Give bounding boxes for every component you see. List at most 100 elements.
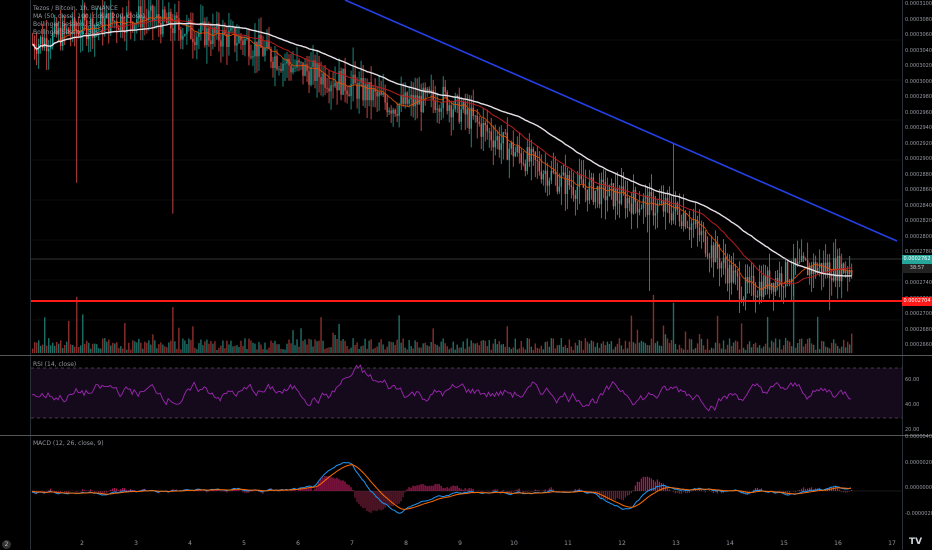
volume-bar: [100, 348, 102, 353]
candle-body: [472, 107, 474, 117]
candle-body: [86, 20, 88, 40]
macd-hist-bar: [680, 491, 682, 494]
volume-bar: [484, 340, 486, 353]
candle-body: [64, 23, 66, 31]
volume-bar: [776, 347, 779, 353]
volume-bar: [610, 340, 613, 353]
candle-body: [388, 110, 390, 113]
candle-body: [828, 262, 831, 279]
volume-bar: [344, 340, 346, 353]
macd-hist-bar: [132, 489, 134, 491]
price-axis-label: 0.0003000: [905, 78, 932, 85]
candle-body: [60, 27, 62, 46]
macd-hist-bar: [216, 490, 218, 491]
date-tick: 17: [888, 540, 896, 547]
resistance-trendline: [344, 0, 898, 242]
volume-bar: [88, 342, 90, 353]
candle-body: [100, 12, 102, 25]
candle-body: [310, 66, 312, 85]
volume-bar: [692, 349, 695, 353]
volume-bar: [654, 343, 657, 353]
volume-bar: [364, 338, 366, 353]
candle-body: [264, 48, 266, 56]
candle-body: [110, 12, 112, 34]
price-axis[interactable]: [902, 0, 932, 550]
candle-body: [476, 115, 478, 122]
volume-bar: [810, 343, 813, 353]
candle-body: [318, 63, 320, 78]
volume-bar: [382, 344, 384, 353]
macd-axis-label: 0.0000000: [905, 485, 932, 491]
volume-bar: [358, 349, 360, 353]
volume-bar: [314, 339, 316, 353]
volume-bar: [712, 348, 715, 353]
volume-bar: [782, 345, 785, 353]
volume-bar: [756, 347, 759, 353]
volume-bar: [214, 341, 216, 353]
macd-hist-bar: [552, 489, 554, 491]
volume-bar: [708, 349, 711, 353]
macd-hist-bar: [662, 483, 664, 491]
macd-legend: MACD (12, 26, close, 9): [33, 440, 104, 447]
price-axis-label: 0.0002860: [905, 187, 932, 193]
macd-hist-bar: [412, 485, 414, 491]
candle-body: [90, 18, 92, 34]
candle-body: [678, 209, 681, 222]
macd-hist-bar: [222, 491, 224, 492]
macd-hist-bar: [454, 486, 456, 491]
macd-hist-bar: [522, 491, 524, 493]
candle-body: [398, 104, 400, 116]
price-axis-label: 0.0002700: [905, 311, 932, 317]
candle-body: [528, 147, 531, 162]
price-axis-label: 0.0002740: [905, 280, 932, 286]
macd-hist-bar: [466, 489, 468, 491]
volume-bar: [626, 348, 629, 353]
macd-hist-bar: [416, 485, 418, 491]
candle-body: [326, 87, 328, 89]
volume-bar: [120, 346, 122, 353]
macd-hist-bar: [536, 490, 538, 491]
volume-bar: [134, 341, 136, 353]
candle-body: [588, 182, 591, 201]
macd-hist-bar: [594, 491, 596, 494]
macd-hist-bar: [482, 491, 484, 493]
volume-bar: [548, 346, 551, 353]
volume-bar: [748, 341, 751, 353]
macd-histogram: [32, 476, 853, 513]
candle-body: [502, 132, 504, 144]
ma-200-line: [32, 22, 852, 277]
candle-body: [780, 273, 783, 287]
candle-body: [820, 263, 823, 275]
candle-body: [674, 202, 677, 212]
volume-bar: [340, 340, 342, 353]
macd-hist-bar: [404, 491, 406, 493]
volume-bar: [486, 346, 488, 353]
pane-separator-rsi[interactable]: [0, 355, 932, 356]
volume-bar: [636, 329, 639, 353]
volume-bar: [582, 349, 585, 353]
volume-bar: [490, 349, 492, 353]
volume-bar: [184, 340, 186, 353]
candle-body: [688, 227, 691, 230]
macd-hist-bar: [832, 487, 835, 491]
price-axis-label: 0.0002660: [905, 342, 932, 348]
macd-hist-bar: [752, 489, 755, 491]
volume-bar: [436, 345, 438, 353]
macd-hist-bar: [364, 491, 366, 509]
macd-hist-bar: [798, 490, 801, 491]
macd-hist-bar: [96, 491, 98, 492]
candle-body: [686, 226, 689, 228]
candle-body: [706, 253, 709, 257]
macd-hist-bar: [300, 488, 302, 491]
volume-bar: [476, 342, 478, 353]
volume-bar: [622, 349, 625, 353]
volume-bar: [144, 341, 146, 353]
date-tick: 6: [296, 540, 300, 547]
settings-badge[interactable]: 2: [2, 540, 11, 549]
pane-separator-macd[interactable]: [0, 435, 932, 436]
candle-body: [338, 71, 340, 91]
volume-bar: [682, 349, 685, 353]
volume-bar: [76, 296, 78, 353]
